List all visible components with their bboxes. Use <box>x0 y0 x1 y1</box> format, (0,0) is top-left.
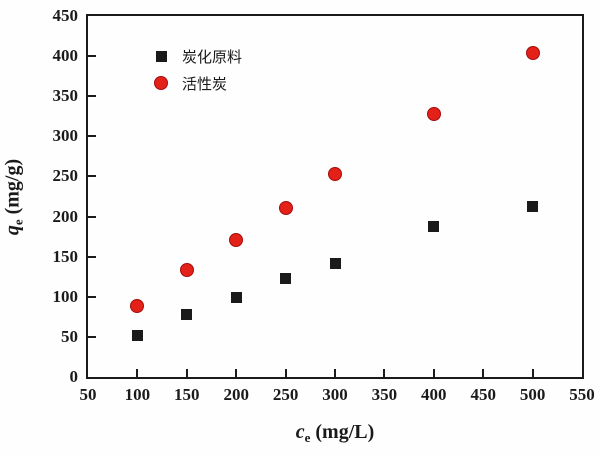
y-tick-label: 200 <box>52 206 79 226</box>
x-tick-label: 500 <box>519 385 546 404</box>
legend-square-marker-icon <box>150 50 172 62</box>
data-point-activated-carbon <box>229 232 244 247</box>
x-axis-title: ce (mg/L) <box>235 421 435 446</box>
data-point-carbonized-raw <box>230 292 242 304</box>
x-tick-label: 150 <box>174 385 200 404</box>
data-point-activated-carbon <box>328 167 342 182</box>
x-tick-mark <box>334 369 336 377</box>
legend-item-activated-carbon: 活性炭 <box>150 72 242 94</box>
y-tick-label: 450 <box>52 6 79 25</box>
plot-area <box>86 14 584 379</box>
legend-circle-marker-icon <box>150 76 172 90</box>
data-point-activated-carbon <box>130 298 145 313</box>
data-point-carbonized-raw <box>131 329 143 341</box>
y-tick-label: 100 <box>52 286 79 306</box>
x-tick-label: 50 <box>79 385 97 404</box>
y-tick-label: 150 <box>52 246 79 266</box>
x-tick-mark <box>284 369 287 377</box>
x-tick-mark <box>185 369 188 377</box>
x-axis-unit: (mg/L) <box>310 421 375 443</box>
y-tick-label: 350 <box>52 86 79 106</box>
data-point-activated-carbon <box>426 106 441 121</box>
y-tick-label: 400 <box>52 46 79 66</box>
data-point-carbonized-raw <box>527 201 539 213</box>
legend-label-carbonized-raw: 炭化原料 <box>182 47 243 66</box>
legend-item-carbonized-raw: 炭化原料 <box>150 45 242 67</box>
y-tick-mark <box>88 215 96 218</box>
x-tick-label: 100 <box>124 385 151 404</box>
x-tick-label: 550 <box>569 385 595 404</box>
y-tick-label: 0 <box>69 367 79 386</box>
y-tick-mark <box>88 295 96 298</box>
legend-label-activated-carbon: 活性炭 <box>182 74 228 93</box>
x-tick-mark <box>235 369 238 377</box>
data-point-carbonized-raw <box>329 258 341 270</box>
data-point-carbonized-raw <box>428 220 440 232</box>
x-tick-mark <box>432 369 435 377</box>
x-axis-variable: c <box>295 421 305 443</box>
data-point-carbonized-raw <box>280 272 292 284</box>
x-tick-mark <box>136 369 139 377</box>
y-tick-mark <box>88 175 96 178</box>
x-axis-subscript: e <box>304 430 311 445</box>
data-point-activated-carbon <box>525 45 540 60</box>
x-tick-label: 250 <box>272 385 299 404</box>
x-tick-mark <box>482 369 485 377</box>
data-point-carbonized-raw <box>181 308 193 320</box>
x-tick-label: 300 <box>322 385 348 404</box>
y-tick-label: 50 <box>61 326 78 346</box>
data-point-activated-carbon <box>179 263 194 278</box>
y-tick-mark <box>88 255 96 258</box>
legend: 炭化原料 活性炭 <box>150 45 242 94</box>
x-tick-label: 350 <box>371 385 398 404</box>
x-tick-label: 450 <box>470 385 496 404</box>
y-tick-label: 300 <box>52 126 79 146</box>
y-tick-label: 250 <box>52 166 79 186</box>
x-tick-label: 200 <box>223 385 249 404</box>
x-tick-mark <box>531 369 534 377</box>
y-tick-mark <box>88 335 96 338</box>
x-tick-label: 400 <box>421 385 447 404</box>
y-tick-mark <box>88 95 96 98</box>
data-point-activated-carbon <box>278 200 293 215</box>
y-tick-mark <box>88 135 96 138</box>
y-tick-mark <box>88 55 96 58</box>
x-tick-mark <box>383 369 386 377</box>
